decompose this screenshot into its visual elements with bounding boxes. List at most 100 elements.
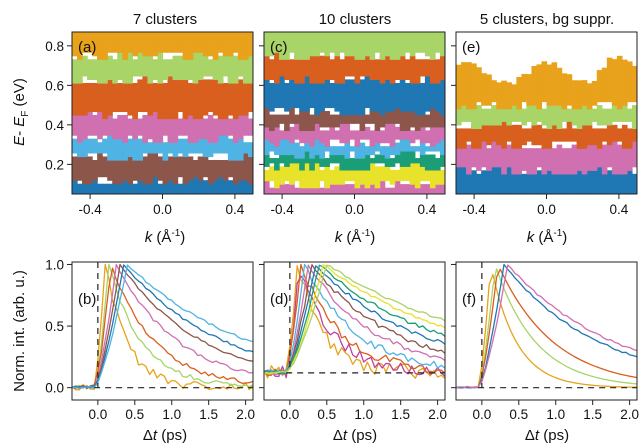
heatmap-cell-orange <box>621 59 628 106</box>
heatmap-cell-pink <box>551 148 558 175</box>
series-line-green <box>72 263 253 390</box>
heatmap-cell-pink <box>122 114 128 143</box>
heatmap-cell-teal <box>294 154 300 164</box>
heatmap-cell-yellow <box>334 166 341 185</box>
heatmap-cell-cyan <box>349 146 356 152</box>
y-tick-label: 0.0 <box>45 381 64 396</box>
heatmap-cell-brown <box>304 107 310 131</box>
heatmap-cell-orange <box>566 74 573 106</box>
x-tick-label: -0.4 <box>78 202 102 217</box>
heatmap-cell-green <box>102 52 108 84</box>
heatmap-cell-red <box>491 121 497 142</box>
heatmap-cell-cyan <box>177 138 184 154</box>
heatmap-cell-orange <box>501 80 507 110</box>
heatmap-cell-red <box>117 82 123 113</box>
heatmap-cell-pink <box>374 130 381 144</box>
heatmap-cell-brown <box>182 152 189 185</box>
heatmap-cell-blue <box>476 173 482 194</box>
y-tick-label: 0.6 <box>45 78 64 93</box>
heatmap-cell-cyan <box>309 139 315 159</box>
heatmap-cell-red <box>227 75 234 116</box>
heatmap-cell-green <box>137 52 143 77</box>
heatmap-cell-green <box>127 52 133 84</box>
heatmap-cell-yellow <box>279 166 285 185</box>
heatmap-cell-orange <box>541 61 548 103</box>
heatmap-cell-green <box>456 108 462 126</box>
heatmap-cell-cyan <box>217 135 224 154</box>
title-5-clusters: 5 clusters, bg suppr. <box>480 11 614 28</box>
heatmap-cell-green <box>142 52 149 77</box>
heatmap-cell-red <box>349 52 356 77</box>
heatmap-cell-teal <box>379 154 386 164</box>
heatmap-cell-cyan <box>172 142 179 158</box>
series-line-pink <box>264 264 445 376</box>
heatmap-cell-brown <box>107 160 113 181</box>
heatmap-cell-orange <box>571 80 578 110</box>
heatmap-cell-red <box>294 55 300 84</box>
heatmap-cell-green <box>182 55 189 81</box>
heatmap-cell-green <box>546 105 553 130</box>
series-line-orange <box>264 265 445 379</box>
heatmap-cell-brown <box>269 114 275 131</box>
heatmap-cell-cyan <box>319 139 325 159</box>
heatmap-cell-cyan <box>222 135 229 154</box>
heatmap-cell-green <box>364 32 371 57</box>
heatmap-cell-brown <box>379 114 386 128</box>
x-tick-label: -0.4 <box>462 202 486 217</box>
series-line-yellow <box>264 264 445 375</box>
heatmap-cell-red <box>222 82 229 120</box>
bottom-x-axis-label-f: Δt (ps) <box>525 427 569 444</box>
heatmap-cell-brown <box>329 114 335 128</box>
heatmap-cell-pink <box>536 148 543 168</box>
series-line-brown <box>264 264 445 375</box>
heatmap-cell-red <box>456 128 462 149</box>
heatmap-cell-red <box>157 79 164 120</box>
heatmap-cell-brown <box>299 111 305 131</box>
heatmap-cell-orange <box>192 32 199 53</box>
heatmap-cell-orange <box>596 70 603 103</box>
heatmap-cell-teal <box>419 154 426 167</box>
heatmap-cell-green <box>202 52 209 77</box>
heatmap-cell-blue <box>284 82 290 112</box>
heatmap-cell-red <box>511 124 517 149</box>
heatmap-cell-pink <box>324 130 330 147</box>
heatmap-cell-green <box>606 108 613 126</box>
heatmap-cell-yellow <box>374 166 381 189</box>
heatmap-cell-orange <box>616 55 623 110</box>
heatmap-cell-cyan <box>434 142 441 152</box>
heatmap-cell-blue <box>456 166 462 194</box>
heatmap-cell-pink <box>127 118 133 136</box>
heatmap-cell-blue <box>162 176 169 194</box>
heatmap-cell-brown <box>289 107 295 124</box>
heatmap-cell-yellow <box>304 162 310 189</box>
heatmap-cell-pink <box>486 148 492 171</box>
heatmap-cell-pink <box>571 144 578 175</box>
heatmap-cell-blue <box>227 180 234 194</box>
heatmap-cell-pink <box>409 130 416 144</box>
heatmap-cell-brown <box>142 156 149 185</box>
heatmap-cell-orange <box>172 32 179 53</box>
heatmap-cell-brown <box>434 107 441 128</box>
heatmap-cell-cyan <box>207 138 214 158</box>
heatmap-cell-green <box>232 55 239 84</box>
heatmap-cell-cyan <box>107 135 113 161</box>
heatmap-cell-red <box>626 128 633 149</box>
heatmap-cell-cyan <box>142 135 149 154</box>
heatmap-cell-teal <box>264 154 270 167</box>
heatmap-cell-blue <box>117 180 123 194</box>
heatmap-cell-yellow <box>389 169 396 185</box>
heatmap-cell-pink <box>329 180 335 194</box>
heatmap-cell-green <box>551 101 558 126</box>
heatmap-cell-blue <box>591 166 598 194</box>
heatmap-cell-cyan <box>379 146 386 156</box>
heatmap-cell-red <box>97 75 103 113</box>
heatmap-cell-pink <box>364 184 371 194</box>
heatmap-cell-cyan <box>247 142 253 158</box>
heatmap-cell-teal <box>344 154 351 171</box>
heatmap-cell-cyan <box>212 135 219 154</box>
heatmap-cell-red <box>424 59 431 77</box>
heatmap-cell-blue <box>491 166 497 194</box>
heatmap-cell-red <box>137 79 143 113</box>
heatmap-cell-pink <box>299 126 305 144</box>
